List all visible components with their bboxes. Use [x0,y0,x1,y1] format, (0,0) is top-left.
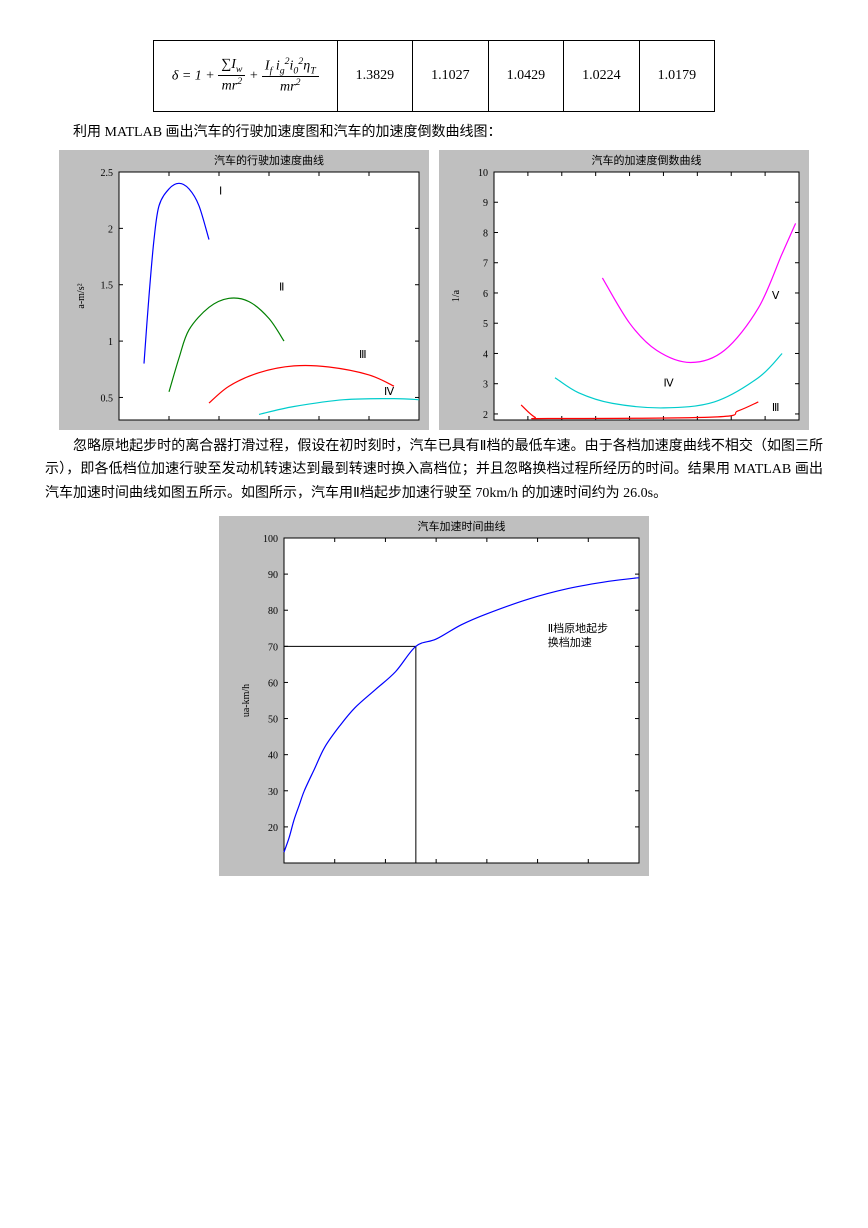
svg-text:6: 6 [483,288,488,299]
chart-accel-time: 汽车加速时间曲线 20 30 40 50 60 70 80 90 100 ua-km/h Ⅱ档原地起步… [219,516,649,876]
paragraph-main: 忽略原地起步时的离合器打滑过程，假设在初时刻时，汽车已具有Ⅱ档的最低车速。由于各… [45,435,823,506]
table-value: 1.0429 [488,41,564,112]
svg-text:Ⅲ: Ⅲ [772,401,780,413]
svg-text:10: 10 [478,168,488,179]
svg-text:40: 40 [268,751,278,762]
svg-text:8: 8 [483,228,488,239]
svg-text:7: 7 [483,258,488,269]
svg-text:2: 2 [108,224,113,235]
svg-text:60: 60 [268,678,278,689]
caption-1: 利用 MATLAB 画出汽车的行驶加速度图和汽车的加速度倒数曲线图： [45,122,823,144]
svg-text:a-m/s²: a-m/s² [76,283,87,308]
svg-text:Ⅰ: Ⅰ [219,185,222,197]
table-value: 1.0224 [564,41,640,112]
table-value: 1.3829 [337,41,413,112]
svg-text:Ⅳ: Ⅳ [663,377,674,389]
svg-text:90: 90 [268,570,278,581]
svg-text:50: 50 [268,714,278,725]
svg-text:1/a: 1/a [451,289,462,302]
formula-table: δ = 1 + ∑Iwmr2 + If ig2i02ηTmr2 1.3829 1… [153,40,715,112]
svg-text:20: 20 [268,823,278,834]
svg-text:100: 100 [263,534,278,545]
svg-text:ua-km/h: ua-km/h [241,684,252,717]
svg-text:5: 5 [483,319,488,330]
svg-text:汽车的行驶加速度曲线: 汽车的行驶加速度曲线 [214,153,324,167]
svg-text:Ⅳ: Ⅳ [384,386,395,398]
svg-text:汽车的加速度倒数曲线: 汽车的加速度倒数曲线 [592,153,702,167]
svg-text:1.5: 1.5 [101,280,114,291]
table-value: 1.0179 [639,41,715,112]
svg-text:70: 70 [268,642,278,653]
chart-acceleration: 汽车的行驶加速度曲线 0.5 1 1.5 2 2.5 a-m/s² Ⅰ Ⅱ Ⅲ Ⅳ [59,150,429,430]
svg-text:Ⅴ: Ⅴ [772,290,780,302]
svg-text:1: 1 [108,337,113,348]
svg-text:2.5: 2.5 [101,168,114,179]
svg-text:30: 30 [268,787,278,798]
svg-text:0.5: 0.5 [101,393,114,404]
svg-text:3: 3 [483,379,488,390]
formula-cell: δ = 1 + ∑Iwmr2 + If ig2i02ηTmr2 [153,41,337,112]
svg-text:汽车加速时间曲线: 汽车加速时间曲线 [418,519,506,533]
svg-text:4: 4 [483,349,488,360]
svg-text:Ⅱ档原地起步: Ⅱ档原地起步 [548,621,608,635]
svg-text:换档加速: 换档加速 [548,635,592,649]
table-value: 1.1027 [413,41,489,112]
svg-text:2: 2 [483,409,488,420]
svg-text:Ⅱ: Ⅱ [279,281,284,293]
svg-text:Ⅲ: Ⅲ [359,349,367,361]
chart-reciprocal: 汽车的加速度倒数曲线 2 3 4 5 6 7 8 9 10 1/a Ⅲ Ⅳ Ⅴ [439,150,809,430]
svg-text:9: 9 [483,198,488,209]
svg-text:80: 80 [268,606,278,617]
